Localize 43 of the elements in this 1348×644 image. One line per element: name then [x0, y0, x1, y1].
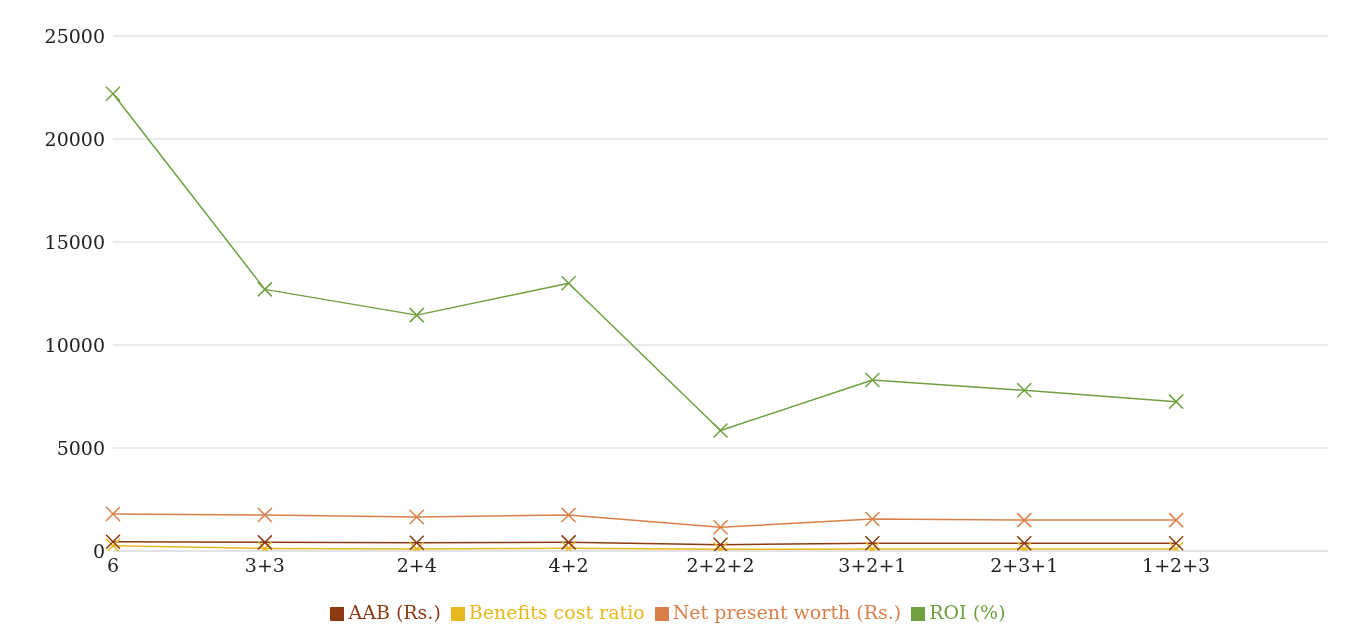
point — [864, 372, 881, 388]
point — [409, 535, 425, 551]
point — [560, 534, 577, 551]
y-tick-label: 20000 — [44, 127, 105, 150]
point — [257, 507, 273, 523]
y-tick-label: 0 — [92, 539, 105, 562]
legend-label: Net present worth (Rs.) — [672, 601, 902, 623]
point — [1168, 512, 1184, 528]
point — [1016, 382, 1032, 399]
point — [1016, 535, 1032, 551]
point — [257, 534, 273, 551]
x-tick-label: 3+3 — [244, 554, 285, 577]
y-tick-label: 15000 — [44, 230, 105, 253]
point — [105, 85, 121, 102]
point — [105, 538, 121, 551]
legend-label: Benefits cost ratio — [468, 601, 645, 623]
point — [105, 506, 121, 522]
y-tick-label: 10000 — [44, 333, 105, 356]
point — [712, 519, 729, 536]
y-tick-label: 25000 — [44, 24, 105, 47]
point — [864, 511, 881, 527]
x-tick-label: 1+2+3 — [1142, 554, 1211, 577]
y-tick-label: 5000 — [56, 436, 105, 459]
point — [864, 535, 881, 551]
point — [712, 537, 729, 551]
point — [560, 507, 577, 523]
point — [409, 509, 425, 525]
point — [712, 422, 729, 439]
point — [560, 275, 577, 291]
x-tick-label: 2+2+2 — [686, 554, 755, 577]
point — [1016, 512, 1032, 528]
x-tick-label: 2+3+1 — [990, 554, 1059, 577]
x-tick-label: 3+2+1 — [838, 554, 907, 577]
legend-label: AAB (Rs.) — [348, 601, 441, 623]
point — [105, 533, 121, 550]
x-tick-label: 6 — [106, 554, 120, 577]
point — [409, 307, 425, 323]
legend-label: ROI (%) — [929, 601, 1006, 623]
point — [1168, 393, 1184, 410]
point — [257, 281, 273, 298]
x-tick-label: 2+4 — [396, 554, 437, 577]
point — [1168, 535, 1184, 551]
x-tick-label: 4+2 — [548, 554, 589, 577]
